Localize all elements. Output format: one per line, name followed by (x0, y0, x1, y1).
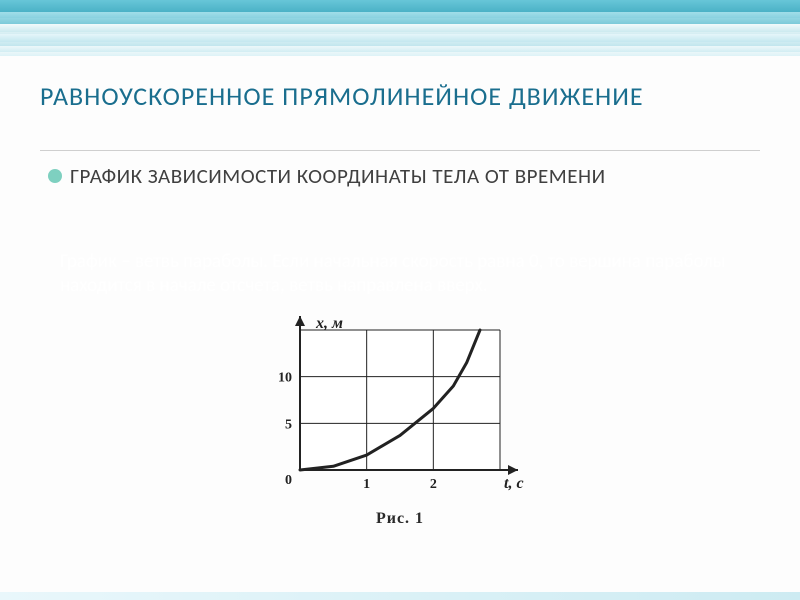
svg-text:5: 5 (285, 417, 292, 432)
bullet-dot-icon (48, 169, 62, 183)
band (0, 46, 800, 56)
page-title: РАВНОУСКОРЕННОЕ ПРЯМОЛИНЕЙНОЕ ДВИЖЕНИЕ (40, 82, 760, 112)
chart-figure: 1 2 5 10 0 x, м t, c Рис. 1 (240, 310, 560, 528)
svg-text:1: 1 (363, 477, 370, 492)
svg-text:0: 0 (285, 473, 292, 488)
body-paragraph: График – ветвь параболы. Если начальная … (60, 250, 760, 298)
svg-text:x, м: x, м (315, 315, 343, 332)
bullet-item: ГРАФИК ЗАВИСИМОСТИ КООРДИНАТЫ ТЕЛА ОТ ВР… (48, 164, 760, 189)
header-decorative-bands (0, 0, 800, 65)
chart-caption: Рис. 1 (240, 510, 560, 528)
svg-text:t, c: t, c (504, 475, 524, 492)
chart-svg: 1 2 5 10 0 x, м t, c (250, 310, 550, 510)
svg-text:2: 2 (430, 477, 437, 492)
svg-text:10: 10 (278, 371, 292, 386)
title-underline (40, 150, 760, 151)
bullet-text: ГРАФИК ЗАВИСИМОСТИ КООРДИНАТЫ ТЕЛА ОТ ВР… (70, 164, 606, 189)
footer-accent (0, 592, 800, 600)
